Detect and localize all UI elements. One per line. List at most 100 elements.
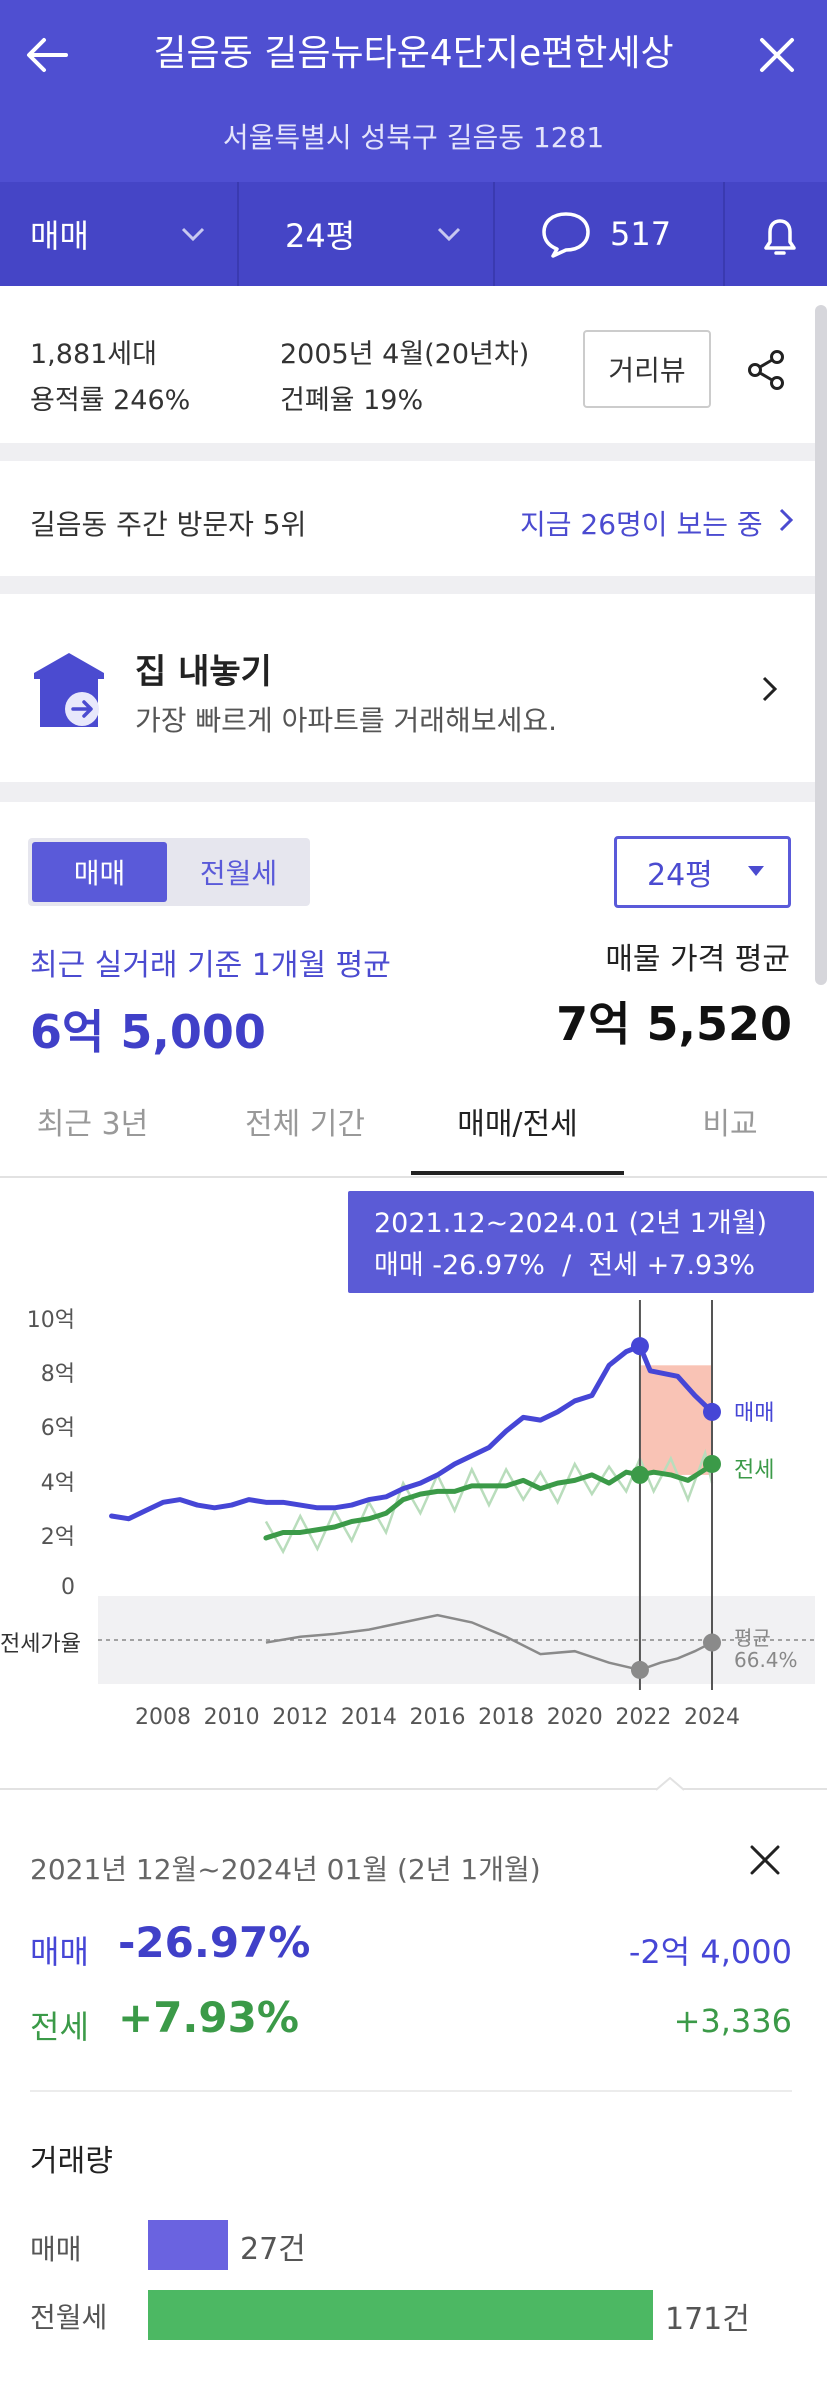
close-icon[interactable] [752, 30, 802, 80]
divider [30, 2090, 792, 2092]
house-arrow-icon [34, 653, 104, 727]
now-viewing-link[interactable]: 지금 26명이 보는 중 [520, 508, 763, 541]
chevron-right-icon [779, 508, 794, 532]
detail-sale-amount: -2억 4,000 [628, 1933, 792, 1971]
price-chart[interactable] [0, 1178, 827, 1708]
toggle-sale[interactable]: 매매 [32, 842, 167, 902]
sale-price-line [109, 1343, 715, 1522]
detail-sale-pct: -26.97% [118, 1918, 311, 1967]
range-tooltip: 2021.12~2024.01 (2년 1개월) 매매 -26.97% / 전세… [348, 1191, 814, 1293]
street-view-button[interactable]: 거리뷰 [583, 330, 711, 408]
jeonse-end-point [703, 1454, 721, 1473]
recent-price-label: 최근 실거래 기준 1개월 평균 [30, 948, 391, 983]
speech-bubble-icon [542, 212, 590, 258]
size-select-label: 24평 [647, 858, 713, 893]
households: 1,881세대 [30, 339, 157, 370]
comment-count: 517 [610, 215, 672, 253]
tab-underline [0, 1176, 827, 1178]
filter-bar: 매매 24평 517 [0, 182, 827, 286]
toggle-rent[interactable]: 전월세 [199, 857, 278, 890]
recent-price-value: 6억 5,000 [30, 1005, 266, 1059]
x-tick: 2016 [409, 1705, 466, 1730]
divider [0, 1788, 827, 1790]
close-icon[interactable] [748, 1843, 782, 1877]
share-icon[interactable] [745, 348, 789, 392]
detail-jeonse-label: 전세 [30, 2008, 89, 2046]
built-year: 2005년 4월(20년차) [280, 339, 530, 370]
x-tick: 2018 [478, 1705, 535, 1730]
street-view-label: 거리뷰 [608, 354, 686, 387]
y-tick: 6억 [40, 1416, 75, 1441]
x-tick: 2022 [615, 1705, 672, 1730]
detail-jeonse-pct: +7.93% [118, 1993, 299, 2042]
tooltip-range: 2021.12~2024.01 (2년 1개월) [374, 1208, 768, 1239]
x-tick: 2012 [272, 1705, 329, 1730]
listing-price-value: 7억 5,520 [556, 997, 792, 1051]
page-title: 길음동 길음뉴타운4단지e편한세상 [153, 33, 674, 74]
ratio-start-point [630, 1660, 649, 1679]
tab-compare[interactable]: 비교 [702, 1107, 758, 1142]
ratio-avg-label: 평균 [734, 1626, 771, 1650]
detail-range: 2021년 12월~2024년 01월 (2년 1개월) [30, 1853, 541, 1886]
scrollbar[interactable] [815, 305, 827, 985]
series-label-sale: 매매 [734, 1401, 775, 1426]
volume-sale-count: 27건 [240, 2232, 306, 2267]
tab-all-period[interactable]: 전체 기간 [245, 1107, 365, 1142]
y-tick: 8억 [40, 1362, 75, 1387]
volume-sale-label: 매매 [30, 2233, 82, 2266]
tab-recent-3y[interactable]: 최근 3년 [36, 1107, 149, 1142]
size-dropdown[interactable]: 24평 [285, 182, 435, 286]
volume-rent-label: 전월세 [30, 2301, 108, 2334]
floor-area-ratio: 용적률 246% [30, 385, 191, 416]
visitor-rank: 길음동 주간 방문자 5위 [30, 508, 307, 541]
detail-jeonse-amount: +3,336 [673, 2002, 792, 2040]
list-house-banner[interactable]: 집 내놓기 가장 빠르게 아파트를 거래해보세요. [0, 594, 815, 782]
sale-start-point [630, 1337, 649, 1356]
x-tick: 2024 [684, 1705, 740, 1730]
divider [0, 443, 815, 461]
banner-subtitle: 가장 빠르게 아파트를 거래해보세요. [135, 704, 558, 737]
tab-sale-jeonse[interactable]: 매매/전세 [411, 1095, 624, 1175]
back-arrow-icon[interactable] [22, 30, 72, 80]
chevron-right-icon [762, 676, 778, 702]
ratio-avg-value: 66.4% [734, 1648, 798, 1672]
banner-title: 집 내놓기 [135, 652, 272, 692]
detail-sale-label: 매매 [30, 1933, 89, 1971]
deal-type-label: 매매 [30, 217, 89, 255]
comments-button[interactable]: 517 [540, 182, 720, 286]
address: 서울특별시 성북구 길음동 1281 [222, 121, 605, 154]
y-tick: 2억 [40, 1525, 75, 1550]
volume-rent-bar [148, 2290, 653, 2340]
y-tick: 0 [61, 1575, 75, 1600]
listing-price-label: 매물 가격 평균 [605, 942, 790, 977]
coverage-ratio: 건폐율 19% [280, 385, 424, 416]
size-label: 24평 [285, 217, 356, 255]
jeonse-ratio-line [265, 1613, 713, 1672]
series-label-jeonse: 전세 [734, 1458, 775, 1483]
bell-icon[interactable] [756, 212, 804, 260]
ratio-axis-label: 전세가율 [0, 1632, 81, 1657]
divider [0, 576, 815, 594]
sale-end-point [703, 1402, 721, 1421]
x-tick: 2010 [203, 1705, 260, 1730]
volume-title: 거래량 [30, 2144, 113, 2179]
volume-rent-count: 171건 [665, 2302, 750, 2337]
divider [0, 782, 815, 802]
x-tick: 2020 [546, 1705, 603, 1730]
size-select[interactable]: 24평 [614, 836, 791, 908]
chevron-down-icon [437, 227, 461, 242]
deal-type-dropdown[interactable]: 매매 [30, 182, 210, 286]
jeonse-start-point [630, 1465, 649, 1484]
selection-highlight [639, 1365, 712, 1475]
pointer-notch [656, 1777, 684, 1791]
y-tick: 4억 [40, 1471, 75, 1496]
app-header: 길음동 길음뉴타운4단지e편한세상 서울특별시 성북구 길음동 1281 [0, 0, 827, 182]
x-tick: 2014 [340, 1705, 397, 1730]
tooltip-summary: 매매 -26.97% / 전세 +7.93% [374, 1250, 756, 1281]
caret-down-icon [748, 866, 764, 876]
volume-sale-bar [148, 2220, 228, 2270]
x-tick: 2008 [135, 1705, 191, 1730]
y-tick: 10억 [26, 1308, 75, 1333]
deal-toggle: 매매 전월세 [28, 838, 310, 906]
ratio-end-point [703, 1633, 721, 1652]
